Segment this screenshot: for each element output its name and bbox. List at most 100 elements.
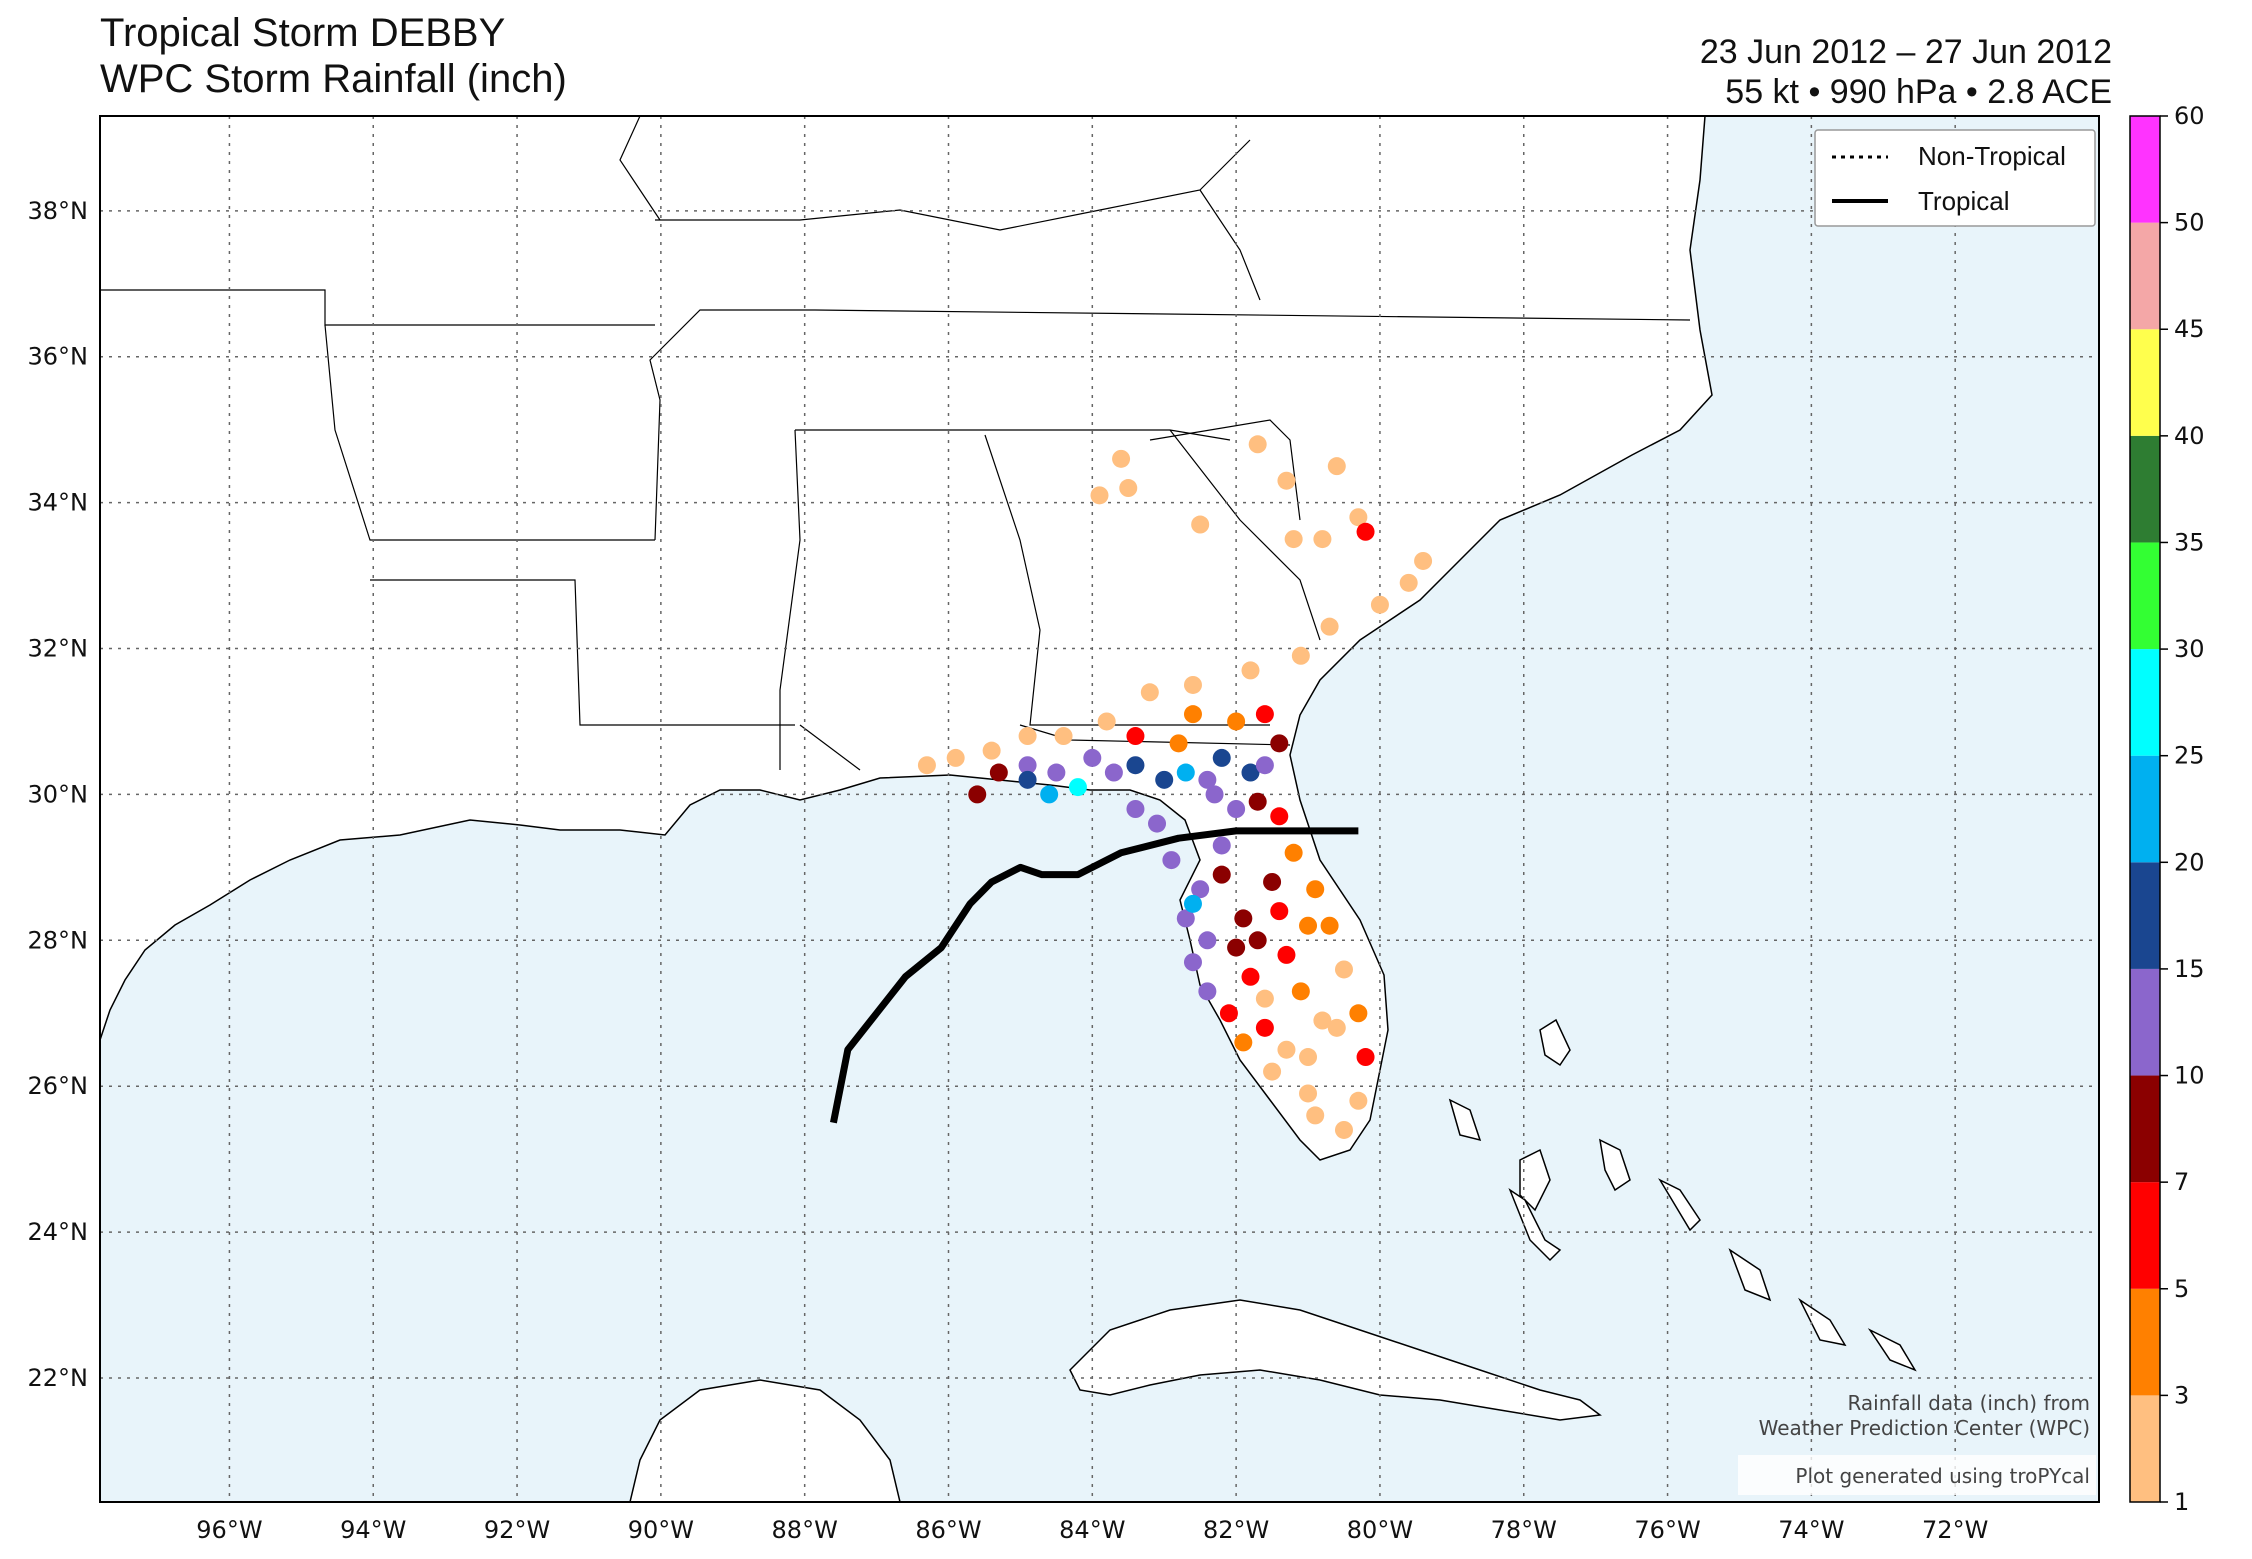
rain-gauge-point [1169, 734, 1188, 753]
cuba-land [1069, 1299, 1602, 1421]
rain-gauge-point [1313, 1011, 1332, 1030]
rain-gauge-point [1320, 916, 1339, 935]
lon-tick-label: 88°W [772, 1516, 838, 1544]
colorbar-segment [2130, 1288, 2160, 1396]
rain-gauge-point [1183, 953, 1202, 972]
rain-gauge-point [1090, 486, 1109, 505]
rain-gauge-point [1126, 756, 1145, 775]
graticule [100, 116, 2099, 1502]
rain-gauge-point [1191, 880, 1210, 899]
rain-gauge-point [1155, 770, 1174, 789]
rain-gauge-point [1047, 763, 1066, 782]
rain-gauge-point [1018, 770, 1037, 789]
rain-gauge-point [1299, 1084, 1318, 1103]
rain-gauge-point [1255, 756, 1274, 775]
rain-gauge-point [1119, 479, 1138, 498]
credit-line-3: Plot generated using troPYcal [1795, 1464, 2090, 1488]
colorbar-segment [2130, 968, 2160, 1076]
yucatan-land [629, 1379, 901, 1502]
rain-gauge-point [968, 785, 987, 804]
rain-gauge-point [1299, 1048, 1318, 1067]
rain-gauge-point [1327, 457, 1346, 476]
lon-tick-label: 76°W [1634, 1516, 1700, 1544]
lon-tick-label: 86°W [915, 1516, 981, 1544]
colorbar-label: 60 [2174, 102, 2205, 130]
rain-gauge-point [1320, 617, 1339, 636]
colorbar-label: 30 [2174, 635, 2205, 663]
rain-gauge-point [1126, 727, 1145, 746]
rain-gauge-point [1248, 435, 1267, 454]
colorbar-label: 3 [2174, 1381, 2189, 1409]
rain-gauge-point [946, 748, 965, 767]
rain-gauge-point [1334, 1120, 1353, 1139]
colorbar-label: 25 [2174, 742, 2205, 770]
rain-gauge-point [989, 763, 1008, 782]
rain-gauge-point [1241, 661, 1260, 680]
lat-axis-labels: 38°N 36°N 34°N 32°N 30°N 28°N 26°N 24°N 22°N [28, 197, 89, 1392]
lon-tick-label: 72°W [1922, 1516, 1988, 1544]
rain-gauge-point [1284, 530, 1303, 549]
rain-gauge-point [1306, 880, 1325, 899]
rain-gauge-point [1241, 967, 1260, 986]
rain-gauge-point [1349, 1091, 1368, 1110]
storm-title: Tropical Storm DEBBY [100, 11, 506, 55]
rain-gauge-point [1248, 931, 1267, 950]
rain-gauge-point [1227, 938, 1246, 957]
rain-gauge-point [1270, 734, 1289, 753]
credit-line-1: Rainfall data (inch) from [1847, 1391, 2090, 1415]
rain-gauge-point [1018, 756, 1037, 775]
rain-gauge-point [1140, 683, 1159, 702]
rain-gauge-point [1370, 595, 1389, 614]
rain-gauge-point [1054, 727, 1073, 746]
colorbar-label: 50 [2174, 209, 2205, 237]
rain-gauge-point [982, 741, 1001, 760]
colorbar-segment [2130, 1075, 2160, 1183]
rain-gauge-point [1291, 646, 1310, 665]
rain-gauge-point [1183, 894, 1202, 913]
colorbar-label: 1 [2174, 1488, 2189, 1516]
rain-gauge-point [1227, 712, 1246, 731]
rain-gauge-point [1270, 902, 1289, 921]
rain-gauge-point [1198, 931, 1217, 950]
colorbar-label: 20 [2174, 848, 2205, 876]
lon-tick-label: 78°W [1491, 1516, 1557, 1544]
rain-gauge-point [1414, 551, 1433, 570]
land-layer [100, 116, 1917, 1502]
rain-gauge-point [1291, 982, 1310, 1001]
rain-gauge-point [1349, 508, 1368, 527]
rain-gauge-point [1306, 1106, 1325, 1125]
lat-tick-label: 28°N [28, 926, 89, 954]
rain-gauge-point [1183, 705, 1202, 724]
colorbar-segment [2130, 862, 2160, 969]
legend-non-tropical-label: Non-Tropical [1918, 141, 2066, 171]
rain-gauge-point [1284, 843, 1303, 862]
rain-gauge-point [1018, 727, 1037, 746]
rain-gauge-point [1097, 712, 1116, 731]
rain-gauge-point [1068, 778, 1087, 797]
legend-tropical-label: Tropical [1918, 186, 2010, 216]
credit-line-3-box [1738, 1455, 2096, 1495]
colorbar-segment [2130, 435, 2160, 543]
colorbar-segment [2130, 222, 2160, 330]
colorbar-label: 45 [2174, 315, 2205, 343]
rain-gauge-point [1263, 1062, 1282, 1081]
rain-gauge-point [1176, 763, 1195, 782]
lat-tick-label: 38°N [28, 197, 89, 225]
lon-tick-label: 96°W [196, 1516, 262, 1544]
rain-gauge-point [1040, 785, 1059, 804]
rain-gauge-point [1241, 763, 1260, 782]
rain-gauge-point [1148, 814, 1167, 833]
rain-gauge-point [1205, 785, 1224, 804]
lon-tick-label: 82°W [1203, 1516, 1269, 1544]
bahamas-islands [1448, 1018, 1917, 1372]
rain-gauge-point [1248, 792, 1267, 811]
colorbar-segment [2130, 116, 2160, 223]
rain-gauge-point [1198, 770, 1217, 789]
rain-gauge-point [1277, 945, 1296, 964]
rain-gauge-point [1126, 800, 1145, 818]
rain-gauge-point [1255, 989, 1274, 1008]
rain-gauge-point [1313, 530, 1332, 549]
colorbar-label: 35 [2174, 528, 2205, 556]
